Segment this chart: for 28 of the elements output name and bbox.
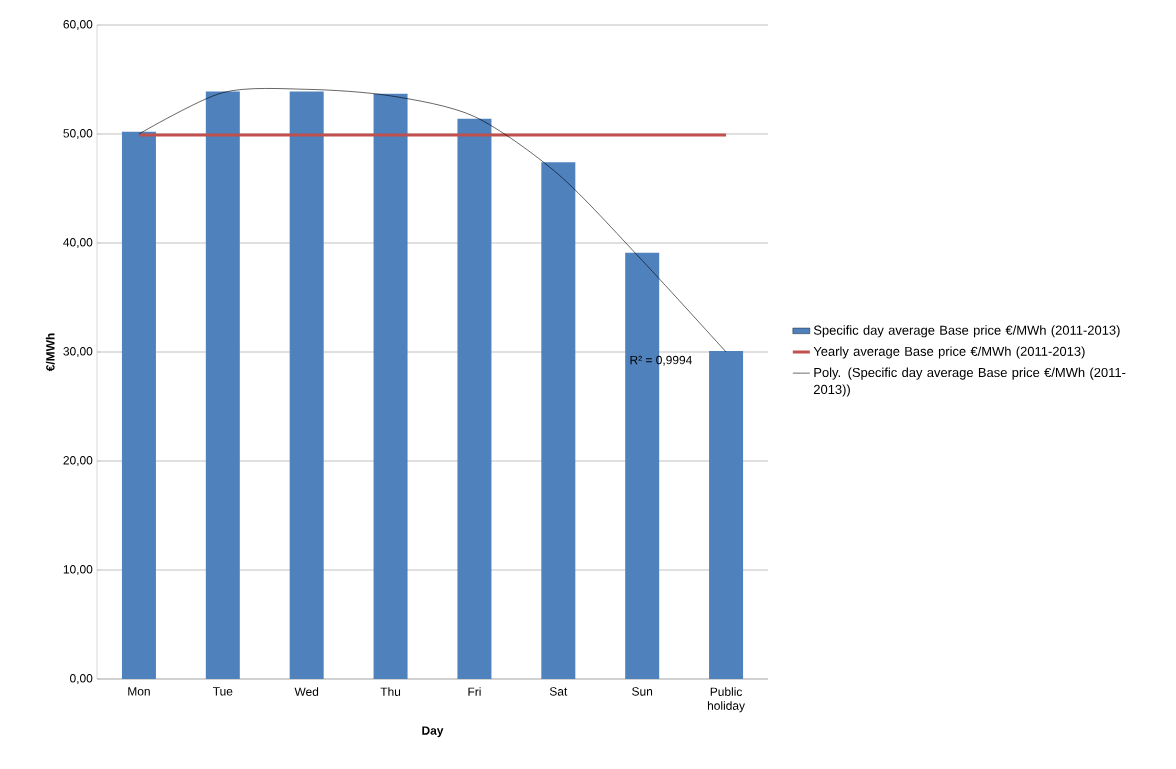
y-tick-label: 60,00 xyxy=(63,20,93,30)
bar xyxy=(289,91,324,680)
bar xyxy=(373,93,408,680)
x-axis-title: Day xyxy=(422,726,444,738)
bar xyxy=(457,118,492,680)
x-tick-label: Sat xyxy=(549,687,568,696)
y-tick-label: 30,00 xyxy=(63,347,93,357)
x-tick-label: Mon xyxy=(128,687,150,696)
bar xyxy=(709,350,744,680)
y-tick-label: 0,00 xyxy=(70,674,93,684)
x-tick-label: Public holiday xyxy=(707,687,745,713)
legend-label: Poly. (Specific day average Base price €/MWh (2011-2013)) xyxy=(813,367,1126,397)
bar xyxy=(121,131,156,680)
bar xyxy=(205,91,240,680)
line-series xyxy=(138,88,727,353)
legend-label: Specific day average Base price €/MWh (2011-2013) xyxy=(813,325,1120,338)
x-tick-label: Fri xyxy=(468,687,481,696)
legend-label: Yearly average Base price €/MWh (2011-2013) xyxy=(813,346,1085,359)
x-tick-label: Wed xyxy=(294,687,319,696)
y-tick-label: 20,00 xyxy=(63,456,93,466)
x-tick-label: Sun xyxy=(632,687,653,696)
x-tick-label: Tue xyxy=(213,687,233,696)
y-axis-title: €/MWh xyxy=(45,333,55,372)
y-tick-label: 50,00 xyxy=(63,129,93,139)
x-tick-label: Thu xyxy=(380,687,401,696)
bar xyxy=(541,162,576,680)
y-tick-label: 40,00 xyxy=(63,238,93,248)
y-tick-label: 10,00 xyxy=(63,565,93,575)
